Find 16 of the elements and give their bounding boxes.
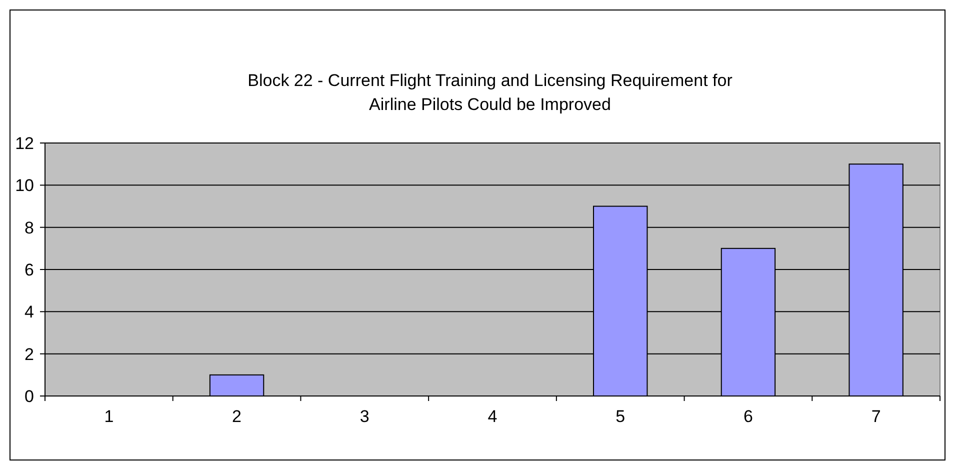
x-tick-label: 2 [232, 407, 242, 426]
x-tick-label: 3 [360, 407, 370, 426]
bar [209, 374, 264, 396]
x-tick-label: 1 [104, 407, 114, 426]
y-tick-label: 2 [24, 344, 34, 364]
x-tick-label: 4 [488, 407, 498, 426]
y-tick-label: 4 [24, 302, 34, 322]
y-tick-label: 8 [24, 218, 34, 238]
x-tick-label: 5 [616, 407, 626, 426]
y-tick-label: 0 [24, 386, 34, 406]
x-tick-label: 6 [743, 407, 753, 426]
y-tick-label: 12 [15, 134, 34, 153]
x-tick-label: 7 [871, 407, 881, 426]
y-tick-label: 6 [24, 260, 34, 280]
chart-title: Block 22 - Current Flight Training and Licensing Requirement for Airline Pilots Could be Improved [248, 71, 733, 114]
y-tick-label: 10 [15, 176, 34, 196]
